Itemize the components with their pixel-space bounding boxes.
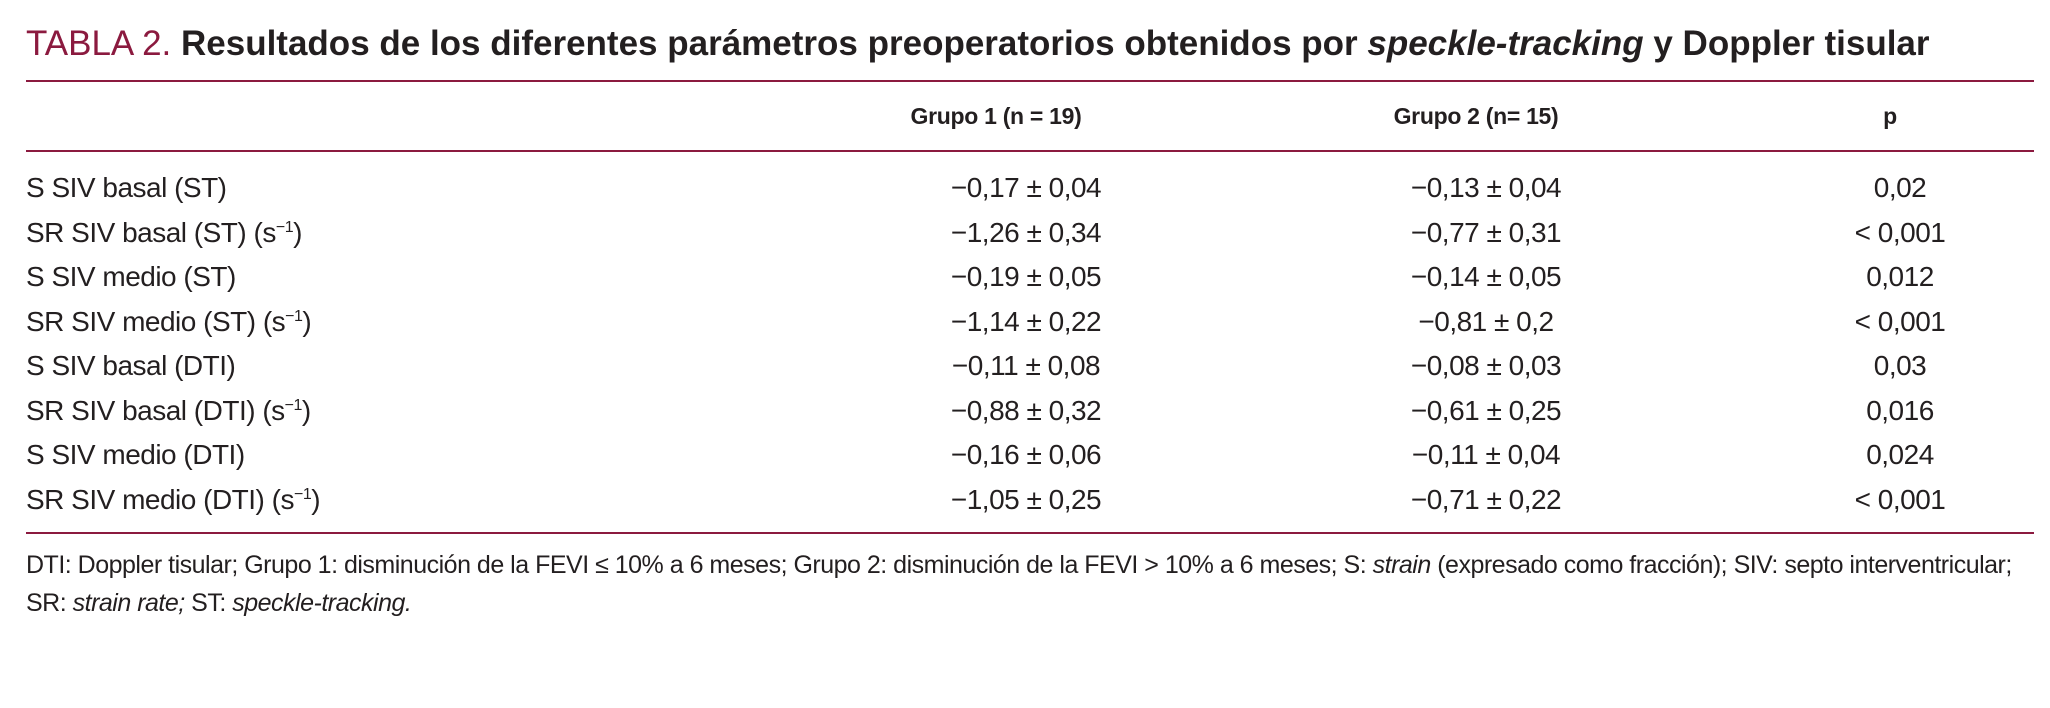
footnote-italic-2: strain rate; <box>72 589 186 617</box>
row-parameter-unit-close: ) <box>311 483 321 515</box>
title-text-after: y Doppler tisular <box>1643 24 1930 63</box>
table-row: S SIV medio (ST) −0,19 ± 0,05 −0,14 ± 0,… <box>26 255 2034 300</box>
row-parameter-label: S SIV basal (DTI) <box>26 350 236 382</box>
table-figure: TABLA 2. Resultados de los diferentes pa… <box>26 20 2034 647</box>
row-parameter-unit: −1 <box>285 307 303 325</box>
row-parameter: S SIV medio (DTI) <box>26 433 786 478</box>
footnote-italic-3: speckle-tracking. <box>232 589 412 617</box>
row-p-value: 0,016 <box>1866 394 1934 426</box>
row-parameter-label: S SIV medio (DTI) <box>26 439 245 471</box>
header-row: Grupo 1 (n = 19) Grupo 2 (n= 15) p <box>26 82 2034 152</box>
header-p-value: p <box>1746 82 2034 152</box>
row-p-value: < 0,001 <box>1854 216 1946 248</box>
row-p-value: 0,024 <box>1866 439 1934 471</box>
results-table: Grupo 1 (n = 19) Grupo 2 (n= 15) p S SIV… <box>26 82 2034 532</box>
table-row: SR SIV basal (ST) (s−1) −1,26 ± 0,34 −0,… <box>26 211 2034 256</box>
row-parameter: S SIV basal (DTI) <box>26 344 786 389</box>
row-group-1-value: −0,17 ± 0,04 <box>950 172 1102 204</box>
row-p-value: < 0,001 <box>1854 305 1946 337</box>
row-group-2-value: −0,08 ± 0,03 <box>1410 350 1562 382</box>
row-group-1-value: −1,26 ± 0,34 <box>950 216 1102 248</box>
row-parameter: SR SIV basal (DTI) (s−1) <box>26 389 786 434</box>
row-parameter-unit: −1 <box>284 396 303 414</box>
row-group-2-value: −0,71 ± 0,22 <box>1410 483 1562 515</box>
row-parameter-unit-close: ) <box>302 305 312 337</box>
row-group-2-value: −0,61 ± 0,25 <box>1410 394 1562 426</box>
table-title: TABLA 2. Resultados de los diferentes pa… <box>26 20 2034 68</box>
row-group-1-value: −0,19 ± 0,05 <box>950 261 1102 293</box>
footnote-text-3: ST: <box>184 589 233 617</box>
table-label: TABLA 2. <box>26 24 172 63</box>
table-row: S SIV medio (DTI) −0,16 ± 0,06 −0,11 ± 0… <box>26 433 2034 478</box>
row-parameter: SR SIV basal (ST) (s−1) <box>26 211 786 256</box>
table-row: S SIV basal (ST) −0,17 ± 0,04 −0,13 ± 0,… <box>26 151 2034 211</box>
footnote-text-2: (expresado como fracción); SIV: septo in… <box>26 551 2012 617</box>
row-group-2-value: −0,13 ± 0,04 <box>1410 172 1562 204</box>
title-text-before: Resultados de los diferentes parámetros … <box>181 24 1368 63</box>
row-parameter-unit: −1 <box>275 218 294 236</box>
table-footnote: DTI: Doppler tisular; Grupo 1: disminuci… <box>26 546 2034 622</box>
table-row: S SIV basal (DTI) −0,11 ± 0,08 −0,08 ± 0… <box>26 344 2034 389</box>
row-parameter: SR SIV medio (ST) (s−1) <box>26 300 786 345</box>
row-parameter: SR SIV medio (DTI) (s−1) <box>26 478 786 533</box>
bottom-rule <box>26 532 2034 534</box>
row-group-1-value: −1,05 ± 0,25 <box>950 483 1102 515</box>
top-rule <box>26 80 2034 82</box>
row-parameter-unit: −1 <box>293 485 312 503</box>
table-row: SR SIV medio (DTI) (s−1) −1,05 ± 0,25 −0… <box>26 478 2034 533</box>
row-group-2-value: −0,11 ± 0,04 <box>1411 439 1561 471</box>
row-group-1-value: −0,11 ± 0,08 <box>951 350 1101 382</box>
row-parameter-label: SR SIV basal (DTI) (s <box>26 394 285 426</box>
row-p-value: 0,012 <box>1866 261 1934 293</box>
table-body: S SIV basal (ST) −0,17 ± 0,04 −0,13 ± 0,… <box>26 151 2034 532</box>
row-parameter-label: SR SIV basal (ST) (s <box>26 216 276 248</box>
row-group-1-value: −0,88 ± 0,32 <box>950 394 1102 426</box>
row-parameter: S SIV basal (ST) <box>26 151 786 211</box>
row-p-value: < 0,001 <box>1854 483 1946 515</box>
row-parameter: S SIV medio (ST) <box>26 255 786 300</box>
row-parameter-label: SR SIV medio (ST) (s <box>26 305 286 337</box>
header-group-1: Grupo 1 (n = 19) <box>786 82 1206 152</box>
row-parameter-unit-close: ) <box>301 394 311 426</box>
table-header: Grupo 1 (n = 19) Grupo 2 (n= 15) p <box>26 82 2034 152</box>
title-italic: speckle-tracking <box>1367 24 1644 63</box>
row-parameter-unit-close: ) <box>293 216 302 248</box>
row-p-value: 0,03 <box>1873 350 1927 382</box>
row-group-1-value: −1,14 ± 0,22 <box>950 305 1102 337</box>
row-parameter-label: SR SIV medio (DTI) (s <box>26 483 294 515</box>
table-row: SR SIV basal (DTI) (s−1) −0,88 ± 0,32 −0… <box>26 389 2034 434</box>
row-parameter-label: S SIV medio (ST) <box>26 261 236 293</box>
header-parameter <box>26 82 786 152</box>
row-group-2-value: −0,81 ± 0,2 <box>1418 305 1554 337</box>
footnote-text-1: DTI: Doppler tisular; Grupo 1: disminuci… <box>26 551 1373 579</box>
row-group-2-value: −0,77 ± 0,31 <box>1410 216 1562 248</box>
header-group-2: Grupo 2 (n= 15) <box>1206 82 1746 152</box>
table-row: SR SIV medio (ST) (s−1) −1,14 ± 0,22 −0,… <box>26 300 2034 345</box>
row-group-2-value: −0,14 ± 0,05 <box>1410 261 1562 293</box>
row-group-1-value: −0,16 ± 0,06 <box>950 439 1102 471</box>
row-p-value: 0,02 <box>1873 172 1927 204</box>
row-parameter-label: S SIV basal (ST) <box>26 172 227 204</box>
footnote-italic-1: strain <box>1372 551 1432 579</box>
